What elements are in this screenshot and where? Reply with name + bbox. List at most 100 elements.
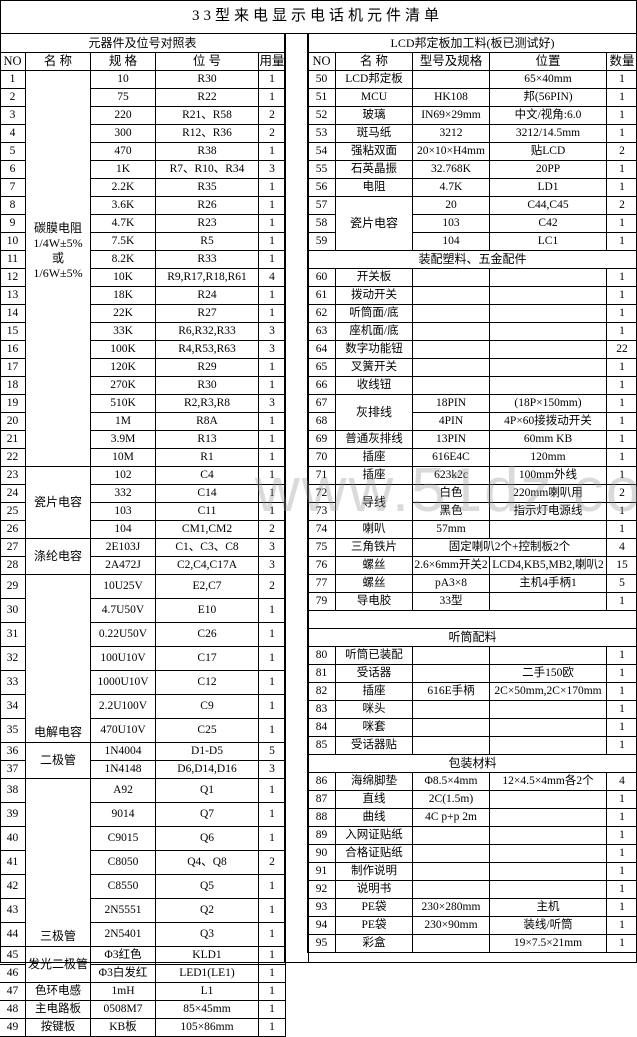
cell-spec: 103 bbox=[413, 215, 490, 233]
cell-spec: 100K bbox=[91, 341, 156, 359]
cell-quantity: 1 bbox=[259, 671, 286, 695]
cell-position: C1、C3、C8 bbox=[156, 539, 259, 557]
cell-no: 86 bbox=[308, 773, 336, 791]
cell-spec-position: 固定喇叭2个+控制板2个 bbox=[413, 539, 607, 557]
cell-quantity: 1 bbox=[259, 233, 286, 251]
cell-name: 按键板 bbox=[26, 1019, 91, 1037]
cell-position: R5 bbox=[156, 233, 259, 251]
cell-no: 63 bbox=[308, 323, 336, 341]
cell-position bbox=[490, 521, 607, 539]
cell-quantity: 1 bbox=[607, 161, 637, 179]
cell-position: 19×7.5×21mm bbox=[490, 935, 607, 953]
cell-spec: 104 bbox=[91, 521, 156, 539]
cell-name: 三角铁片 bbox=[336, 539, 413, 557]
cell-no: 7 bbox=[0, 179, 26, 197]
cell-position: R24 bbox=[156, 287, 259, 305]
cell-no: 55 bbox=[308, 161, 336, 179]
cell-name: PE袋 bbox=[336, 899, 413, 917]
cell-no: 62 bbox=[308, 305, 336, 323]
cell-quantity: 1 bbox=[607, 809, 637, 827]
cell-position bbox=[490, 359, 607, 377]
cell-no: 57 bbox=[308, 197, 336, 215]
cell-quantity: 1 bbox=[259, 197, 286, 215]
cell-spec: Φ3红色 bbox=[91, 947, 156, 965]
section-label: 装配塑料、五金配件 bbox=[308, 251, 637, 269]
cell-spec: 18PIN bbox=[413, 395, 490, 413]
cell-position: 邦(56PIN) bbox=[490, 89, 607, 107]
cell-name: 斑马纸 bbox=[336, 125, 413, 143]
cell-name: 灰排线 bbox=[336, 395, 413, 431]
cell-name: 彩盒 bbox=[336, 935, 413, 953]
cell-spec: C9015 bbox=[91, 827, 156, 851]
cell-spec: 230×90mm bbox=[413, 917, 490, 935]
cell-spec: 3.9M bbox=[91, 431, 156, 449]
cell-position bbox=[490, 647, 607, 665]
cell-no: 73 bbox=[308, 503, 336, 521]
cell-spec: 33K bbox=[91, 323, 156, 341]
section-title-row: 元器件及位号对照表 bbox=[0, 34, 286, 53]
cell-no: 30 bbox=[0, 599, 26, 623]
cell-no: 79 bbox=[308, 593, 336, 611]
cell-spec: 2.2U100V bbox=[91, 695, 156, 719]
cell-name: PE袋 bbox=[336, 917, 413, 935]
cell-spec: 20×10×H4mm bbox=[413, 143, 490, 161]
cell-quantity: 1 bbox=[607, 593, 637, 611]
cell-position: R33 bbox=[156, 251, 259, 269]
cell-name: 听筒面/底 bbox=[336, 305, 413, 323]
cell-position bbox=[490, 809, 607, 827]
cell-spec: 4PIN bbox=[413, 413, 490, 431]
cell-spec: 18K bbox=[91, 287, 156, 305]
cell-quantity: 1 bbox=[607, 323, 637, 341]
header-spec: 规 格 bbox=[91, 53, 156, 71]
cell-no: 71 bbox=[308, 467, 336, 485]
cell-position: 装线/听筒 bbox=[490, 917, 607, 935]
cell-no: 2 bbox=[0, 89, 26, 107]
header-name: 名 称 bbox=[26, 53, 91, 71]
cell-no: 91 bbox=[308, 863, 336, 881]
cell-position bbox=[490, 737, 607, 755]
cell-no: 70 bbox=[308, 449, 336, 467]
cell-name: 三极管 bbox=[26, 779, 91, 947]
cell-position: LC1 bbox=[490, 233, 607, 251]
cell-spec bbox=[413, 377, 490, 395]
cell-position: 主机 bbox=[490, 899, 607, 917]
cell-position: R12、R36 bbox=[156, 125, 259, 143]
cell-position: Q7 bbox=[156, 803, 259, 827]
cell-position: L1 bbox=[156, 983, 259, 1001]
cell-no: 81 bbox=[308, 665, 336, 683]
cell-position: R38 bbox=[156, 143, 259, 161]
cell-name: 强粘双面 bbox=[336, 143, 413, 161]
cell-spec: 2N5551 bbox=[91, 899, 156, 923]
cell-no: 17 bbox=[0, 359, 26, 377]
cell-position: C26 bbox=[156, 623, 259, 647]
cell-position: 220mm喇叭用 bbox=[490, 485, 607, 503]
cell-quantity: 1 bbox=[607, 89, 637, 107]
cell-no: 69 bbox=[308, 431, 336, 449]
cell-position: R9,R17,R18,R61 bbox=[156, 269, 259, 287]
cell-position: C14 bbox=[156, 485, 259, 503]
cell-quantity: 4 bbox=[607, 773, 637, 791]
cell-no: 84 bbox=[308, 719, 336, 737]
cell-spec: 470U10V bbox=[91, 719, 156, 743]
cell-no: 68 bbox=[308, 413, 336, 431]
cell-no: 13 bbox=[0, 287, 26, 305]
section-title-row: LCD邦定板加工料(板已测试好) bbox=[308, 34, 637, 53]
cell-position bbox=[490, 827, 607, 845]
cell-spec: 32.768K bbox=[413, 161, 490, 179]
cell-spec bbox=[413, 359, 490, 377]
cell-spec: 230×280mm bbox=[413, 899, 490, 917]
cell-no: 37 bbox=[0, 761, 26, 779]
cell-position: CM1,CM2 bbox=[156, 521, 259, 539]
cell-spec bbox=[413, 881, 490, 899]
